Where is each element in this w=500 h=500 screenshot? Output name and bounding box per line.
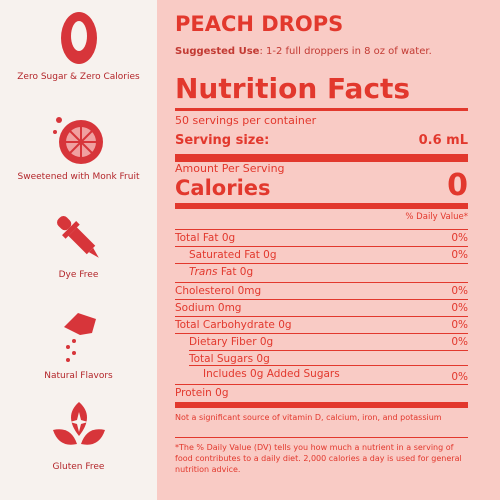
- feature-label: Zero Sugar & Zero Calories: [17, 72, 140, 82]
- calories-value: 0: [447, 168, 468, 203]
- daily-value: 0%: [451, 249, 468, 261]
- feature-label: Gluten Free: [52, 462, 105, 472]
- suggested-use-label: Suggested Use: [175, 46, 260, 57]
- rule: [175, 402, 468, 408]
- daily-value: 0%: [451, 232, 468, 244]
- feature: Zero Sugar & Zero Calories: [0, 8, 157, 82]
- icon: [63, 313, 96, 362]
- suggested-use: Suggested Use: 1-2 full droppers in 8 oz…: [175, 46, 468, 57]
- nutrient: Total Fat 0g: [175, 232, 236, 244]
- rule: [175, 154, 468, 162]
- feature: Sweetened with Monk Fruit: [0, 112, 157, 182]
- daily-value: 0%: [451, 336, 468, 348]
- product-name: PEACH DROPS: [175, 12, 344, 36]
- amount-per-serving: Amount Per Serving: [175, 162, 285, 175]
- rule: [175, 437, 468, 438]
- nutrient: Protein 0g: [175, 387, 229, 399]
- nutrient-row: Saturated Fat 0g 0%: [175, 246, 468, 264]
- nutrient-row: Trans Fat 0g: [175, 263, 468, 281]
- nutrient: Sodium 0mg: [175, 302, 242, 314]
- feature: Natural Flavors: [0, 305, 157, 381]
- daily-value: 0%: [451, 302, 468, 314]
- calories-label: Calories: [175, 176, 271, 200]
- nutrition-panel: PEACH DROPS Suggested Use: 1-2 full drop…: [157, 0, 500, 500]
- serving-size-value: 0.6 mL: [418, 133, 468, 148]
- nutrient: Fat 0g: [217, 266, 254, 278]
- icon: [52, 117, 103, 164]
- footnote: Not a significant source of vitamin D, c…: [175, 413, 442, 422]
- feature-label: Natural Flavors: [44, 371, 113, 381]
- feature-sidebar: Zero Sugar & Zero Calories Sweetened wit…: [0, 0, 157, 500]
- nutrient-row: Protein 0g: [175, 384, 468, 402]
- daily-value: 0%: [451, 285, 468, 297]
- nutrient-row: Sodium 0mg 0%: [175, 299, 468, 317]
- serving-size: Serving size: 0.6 mL: [175, 133, 468, 148]
- rule: [175, 108, 468, 111]
- feature-label: Sweetened with Monk Fruit: [17, 172, 140, 182]
- nutrient-row: Total Fat 0g 0%: [175, 229, 468, 247]
- footnote: *The % Daily Value (DV) tells you how mu…: [175, 443, 462, 474]
- suggested-use-text: : 1-2 full droppers in 8 oz of water.: [259, 46, 432, 57]
- nutrient: Includes 0g Added Sugars: [203, 368, 340, 380]
- nutrient-row: Dietary Fiber 0g 0%: [175, 333, 468, 351]
- nutrient: Cholesterol 0mg: [175, 285, 262, 297]
- calories: Calories 0: [175, 168, 468, 203]
- icon: [56, 216, 99, 258]
- nutrient: Dietary Fiber 0g: [189, 336, 274, 348]
- daily-value: 0%: [451, 319, 468, 331]
- nutrient-row: Total Carbohydrate 0g 0%: [175, 316, 468, 334]
- feature-label: Dye Free: [58, 270, 99, 280]
- icon: [52, 402, 105, 445]
- rule: [175, 203, 468, 209]
- servings: 50 servings per container: [175, 114, 317, 127]
- nutrient-italic: Trans: [189, 266, 218, 278]
- nutrient-row: Includes 0g Added Sugars 0%: [189, 365, 468, 384]
- nutrient-row: Total Sugars 0g: [189, 350, 468, 368]
- dv-header: % Daily Value*: [405, 212, 468, 222]
- nutrient: Total Carbohydrate 0g: [175, 319, 292, 331]
- daily-value: 0%: [451, 371, 468, 383]
- nutrient-row: Cholesterol 0mg 0%: [175, 282, 468, 300]
- icon: [60, 12, 97, 64]
- nutrient: Saturated Fat 0g: [189, 249, 277, 261]
- facts-title: Nutrition Facts: [175, 72, 411, 105]
- feature: Gluten Free: [0, 400, 157, 472]
- nutrient: Total Sugars 0g: [189, 353, 270, 365]
- feature: Dye Free: [0, 210, 157, 280]
- serving-size-label: Serving size:: [175, 133, 270, 148]
